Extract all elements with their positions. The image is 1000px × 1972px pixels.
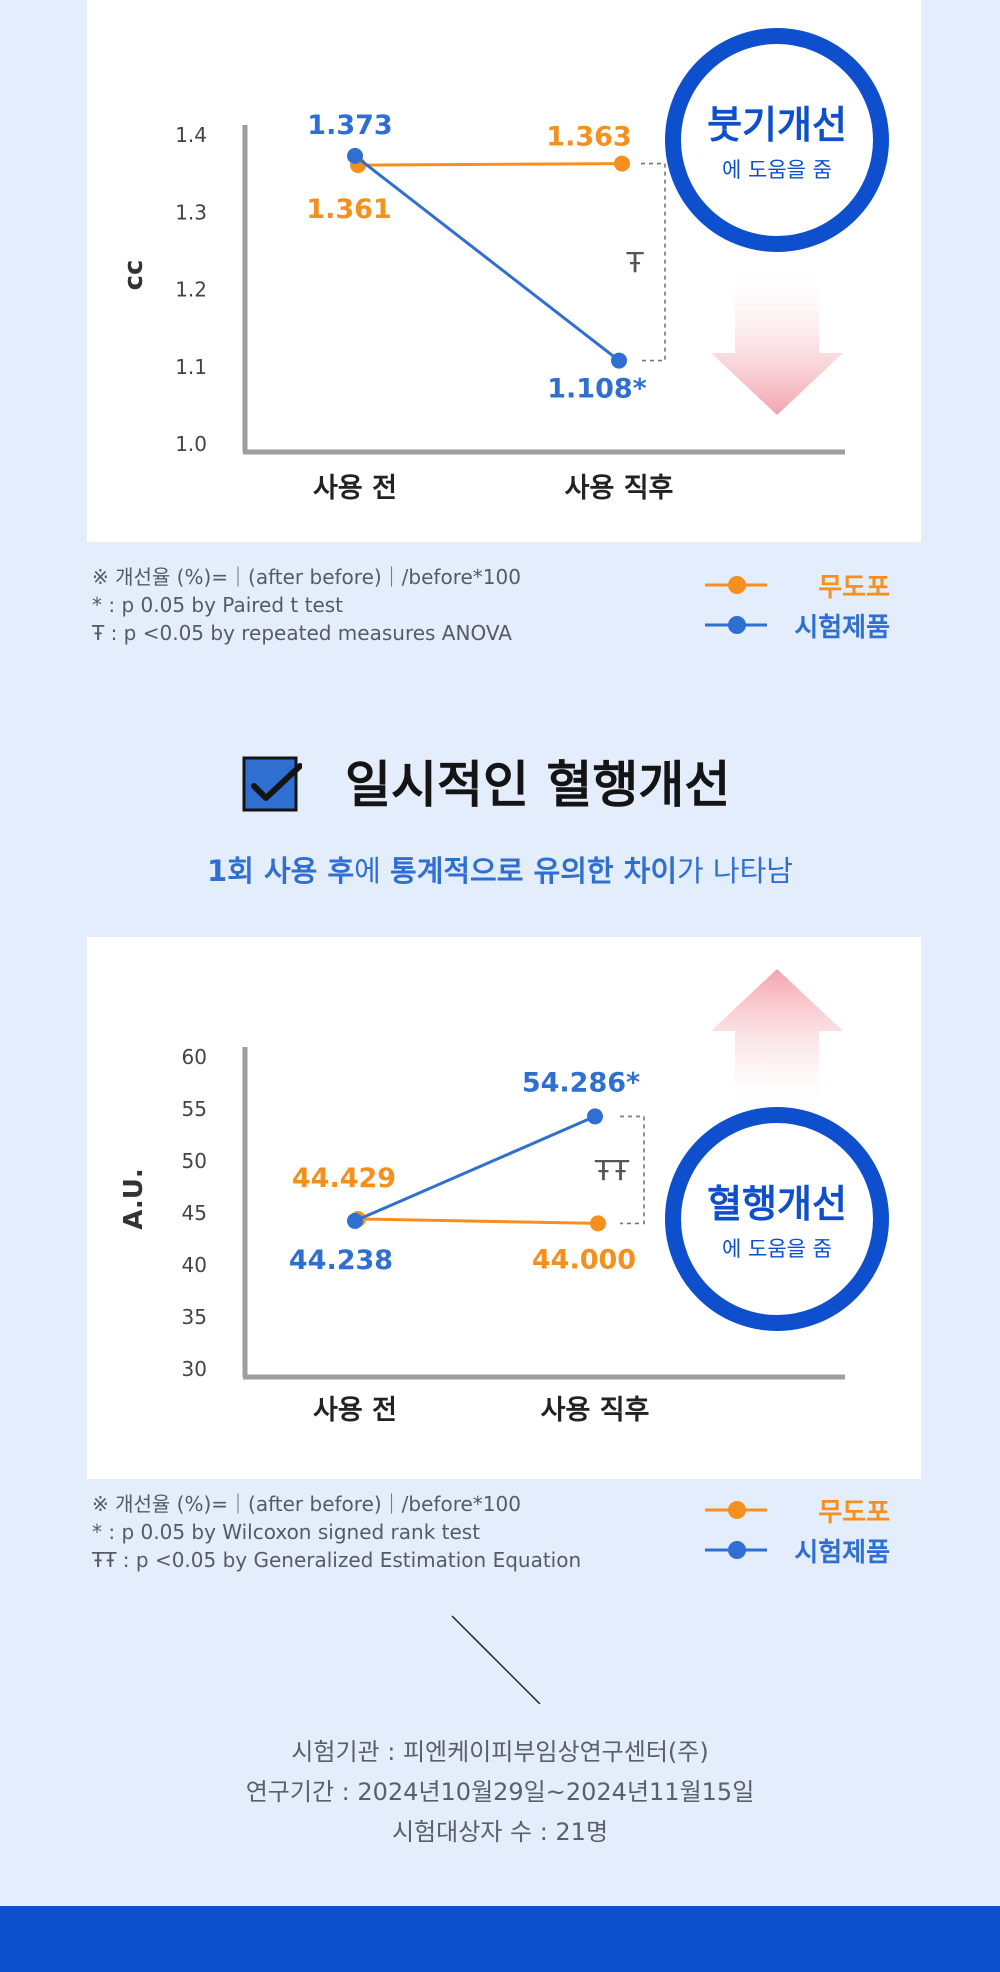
badge-title: 혈행개선 [707, 1182, 847, 1226]
series-line [354, 154, 620, 362]
data-label: 44.429 [292, 1163, 396, 1194]
up-arrow-icon [711, 969, 843, 1109]
x-category-label: 사용 전 [313, 1395, 397, 1426]
swelling-chart: 1.4 1.3 1.2 1.1 1.0 cc 사용 전 사용 직후 1.361 1.363 1.37… [119, 28, 889, 504]
legend-label-test: 시험제품 [794, 1537, 890, 1568]
data-point [611, 352, 627, 369]
significance-mark: Ŧ [625, 246, 644, 279]
study-info: 시험기관 : 피엔케이피부임상연구센터(주) 연구기간 : 2024년10월29… [0, 1732, 1000, 1852]
chart2-legend: 무도포 시험제품 [705, 1490, 890, 1570]
subtitle-part-4: 가 나타남 [677, 854, 793, 888]
legend-label-control: 무도포 [818, 1497, 890, 1528]
study-period: 연구기간 : 2024년10월29일~2024년11월15일 [245, 1778, 755, 1806]
legend-label-test: 시험제품 [794, 612, 890, 643]
y-tick-label: 1.2 [175, 278, 207, 302]
circulation-chart: 60 55 50 45 40 35 30 A.U. 사용 전 사용 직후 44.429 44.000 4… [119, 969, 889, 1426]
legend-item-test: 시험제품 [705, 605, 890, 645]
data-label: 54.286* [522, 1067, 640, 1098]
series-line [354, 1115, 596, 1223]
section-title: 일시적인 혈행개선 [345, 756, 731, 814]
data-label: 1.361 [306, 194, 391, 225]
y-tick-label: 45 [182, 1201, 207, 1225]
y-tick-label: 1.3 [175, 200, 207, 224]
chart1-legend: 무도포 시험제품 [705, 565, 890, 645]
data-label: 1.373 [307, 110, 392, 141]
significance-bracket [641, 162, 666, 362]
legend-item-test: 시험제품 [705, 1530, 890, 1570]
series-line [357, 1217, 599, 1225]
series-line [357, 162, 623, 167]
data-point [614, 155, 630, 172]
x-category-label: 사용 전 [313, 473, 397, 504]
blue-line-marker-icon [705, 1541, 767, 1559]
data-label: 1.363 [546, 122, 631, 153]
x-category-label: 사용 직후 [565, 473, 674, 504]
data-point [347, 1212, 363, 1229]
chart1-note-rate: ※ 개선율 (%)=｜(after before)｜/before*100 [92, 565, 521, 589]
study-subjects: 시험대상자 수 : 21명 [391, 1818, 609, 1846]
orange-line-marker-icon [705, 576, 767, 594]
chart2-notes: ※ 개선율 (%)=｜(after before)｜/before*100 * … [92, 1490, 581, 1574]
chart1-note-star: * : p 0.05 by Paired t test [92, 593, 344, 617]
y-tick-label: 60 [182, 1045, 207, 1069]
y-tick-label: 50 [182, 1149, 207, 1173]
y-tick-label: 40 [182, 1253, 207, 1277]
data-point [347, 147, 363, 164]
y-tick-label: 55 [182, 1097, 207, 1121]
legend-item-control: 무도포 [705, 565, 890, 605]
down-arrow-icon [711, 270, 843, 415]
footer-bar [0, 1906, 1000, 1972]
data-label: 44.000 [532, 1244, 636, 1275]
subtitle-part-3: 통계적으로 유의한 차이 [390, 854, 678, 888]
y-axis-label: cc [119, 260, 149, 291]
data-label: 44.238 [289, 1245, 393, 1276]
data-point [590, 1215, 606, 1232]
subtitle-part-1: 1회 사용 후 [207, 854, 355, 888]
chart-panel-circulation: 60 55 50 45 40 35 30 A.U. 사용 전 사용 직후 44.429 44.000 4… [87, 937, 921, 1479]
badge-subtitle: 에 도움을 줌 [722, 1237, 832, 1261]
subtitle-part-2: 에 [354, 854, 391, 888]
chart2-note-rate: ※ 개선율 (%)=｜(after before)｜/before*100 [92, 1492, 521, 1516]
y-tick-label: 1.4 [175, 123, 207, 147]
y-tick-label: 30 [182, 1357, 207, 1381]
chart1-note-mark: Ŧ : p <0.05 by repeated measures ANOVA [92, 621, 512, 645]
chart2-note-star: * : p 0.05 by Wilcoxon signed rank test [92, 1520, 481, 1544]
data-label: 1.108* [547, 374, 647, 405]
y-axis-label: A.U. [119, 1168, 149, 1229]
badge-circle [665, 28, 889, 252]
badge-circle [665, 1107, 889, 1331]
decorative-diagonal-line [451, 1615, 541, 1704]
legend-item-control: 무도포 [705, 1490, 890, 1530]
blue-line-marker-icon [705, 616, 767, 634]
badge-title: 붓기개선 [707, 103, 847, 147]
data-point [587, 1108, 603, 1125]
significance-bracket [620, 1115, 645, 1225]
study-institution: 시험기관 : 피엔케이피부임상연구센터(주) [291, 1738, 709, 1766]
badge-subtitle: 에 도움을 줌 [722, 158, 832, 182]
x-category-label: 사용 직후 [541, 1395, 650, 1426]
chart1-notes: ※ 개선율 (%)=｜(after before)｜/before*100 * … [92, 563, 521, 647]
y-tick-label: 1.1 [175, 355, 207, 379]
significance-mark: ŦŦ [594, 1154, 630, 1187]
orange-line-marker-icon [705, 1501, 767, 1519]
checkbox-icon [242, 756, 302, 812]
section-subtitle: 1회 사용 후에 통계적으로 유의한 차이가 나타남 [0, 848, 1000, 890]
chart2-note-mark: ŦŦ : p <0.05 by Generalized Estimation E… [92, 1548, 582, 1572]
y-tick-label: 1.0 [175, 432, 207, 456]
legend-label-control: 무도포 [818, 572, 890, 603]
chart-panel-swelling: 1.4 1.3 1.2 1.1 1.0 cc 사용 전 사용 직후 1.361 1.363 1.37… [87, 0, 921, 542]
y-tick-label: 35 [182, 1305, 207, 1329]
